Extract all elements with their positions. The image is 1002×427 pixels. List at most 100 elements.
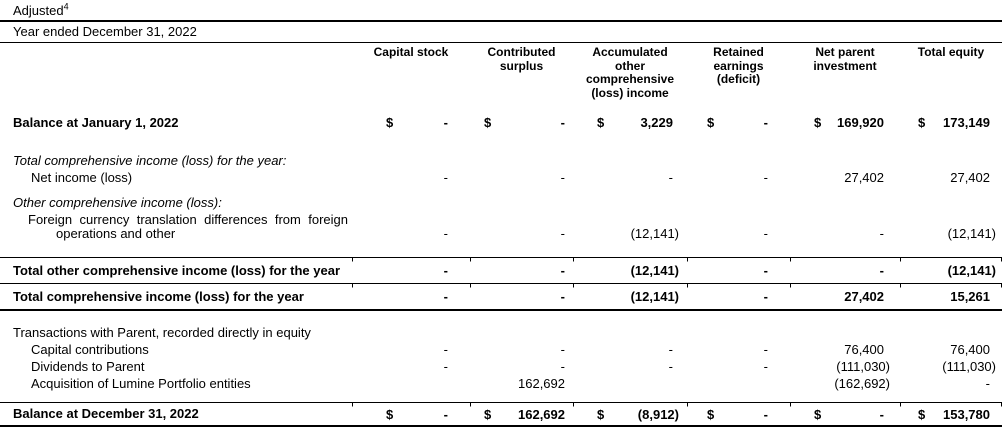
section-heading: Total comprehensive income (loss) for th…: [13, 153, 287, 168]
value-cell: -: [470, 341, 573, 358]
amount: -: [443, 263, 448, 278]
value-cell: [352, 375, 470, 392]
amount: -: [879, 406, 884, 422]
amount: -: [763, 342, 768, 357]
value-cell: -: [352, 257, 470, 284]
amount: -: [763, 263, 768, 278]
section-heading: Other comprehensive income (loss):: [13, 195, 222, 210]
row-label: Acquisition of Lumine Portfolio entities: [31, 376, 251, 391]
column-header-line: Total equity: [917, 45, 985, 59]
currency-symbol: $: [814, 115, 822, 130]
amount: -: [560, 359, 565, 374]
row-balance-jan1: Balance at January 1, 2022 $ - $ - $3,229 …: [0, 106, 1002, 134]
value-cell: 15,261: [900, 283, 1002, 311]
value-cell: $ (8,912): [573, 402, 687, 427]
row-label: Foreign currency translation differences…: [0, 211, 352, 243]
value-cell: -: [687, 211, 790, 243]
value-cell: -: [687, 358, 790, 375]
column-header-line: comprehensive: [585, 72, 675, 86]
value-cell: (12,141): [900, 257, 1002, 284]
section-heading: Transactions with Parent, recorded direc…: [13, 325, 311, 340]
row-total-comprehensive-heading: Total comprehensive income (loss) for th…: [0, 152, 1002, 169]
value-cell: 162,692: [470, 375, 573, 392]
changes-in-equity-table: Capital stock Contributed surplus Accumu…: [0, 43, 1002, 427]
currency-symbol: $: [707, 406, 715, 422]
spacer-row: [0, 186, 1002, 195]
value-cell: -: [573, 358, 687, 375]
value-cell: $ -: [470, 106, 573, 134]
currency-symbol: $: [386, 406, 394, 422]
amount: -: [763, 289, 768, 304]
amount: (12,141): [630, 263, 679, 278]
value-cell: -: [470, 169, 573, 186]
currency-symbol: $: [814, 406, 822, 422]
column-header-line: Contributed: [487, 45, 556, 59]
table-title-text: Adjusted: [13, 3, 64, 18]
column-header-line: Net parent: [815, 45, 875, 59]
value-cell: -: [687, 257, 790, 284]
value-cell: -: [352, 358, 470, 375]
value-cell: (162,692): [790, 375, 900, 392]
value-cell: -: [352, 341, 470, 358]
value-cell: (12,141): [573, 211, 687, 243]
currency-symbol: $: [386, 115, 394, 130]
amount: 27,402: [950, 170, 990, 185]
amount: -: [668, 170, 673, 185]
amount: -: [763, 406, 768, 422]
amount: -: [763, 226, 768, 241]
value-cell: -: [573, 169, 687, 186]
currency-symbol: $: [597, 406, 605, 422]
amount: -: [763, 115, 768, 130]
row-capital-contributions: Capital contributions - - - - 76,400 76,…: [0, 341, 1002, 358]
value-cell: $ -: [687, 402, 790, 427]
value-cell: -: [900, 375, 1002, 392]
column-header-line: (deficit): [716, 72, 761, 86]
amount: -: [560, 263, 565, 278]
value-cell: (12,141): [900, 211, 1002, 243]
amount: -: [763, 359, 768, 374]
table-title: Adjusted4: [0, 0, 1002, 22]
value-cell: $173,149: [900, 106, 1002, 134]
row-total-comprehensive: Total comprehensive income (loss) for th…: [0, 283, 1002, 311]
value-cell: $ -: [352, 402, 470, 427]
currency-symbol: $: [484, 115, 492, 130]
value-cell: (12,141): [573, 283, 687, 311]
value-cell: -: [687, 341, 790, 358]
spacer-row: [0, 243, 1002, 258]
value-cell: 76,400: [790, 341, 900, 358]
value-cell: [687, 375, 790, 392]
amount: 162,692: [518, 406, 565, 422]
spacer-row: [0, 310, 1002, 324]
amount: -: [879, 226, 884, 241]
column-header-line: (loss) income: [591, 85, 669, 100]
row-oci-heading: Other comprehensive income (loss):: [0, 195, 1002, 211]
value-cell: (111,030): [790, 358, 900, 375]
value-cell: -: [352, 211, 470, 243]
amount: 76,400: [844, 342, 884, 357]
amount: 15,261: [950, 289, 990, 304]
amount: 27,402: [844, 170, 884, 185]
row-label: Balance at January 1, 2022: [13, 115, 179, 130]
amount: -: [560, 226, 565, 241]
value-cell: 27,402: [790, 283, 900, 311]
column-header-line: surplus: [499, 58, 544, 73]
currency-symbol: $: [918, 406, 926, 422]
amount: 3,229: [640, 115, 673, 130]
row-label: Total comprehensive income (loss) for th…: [0, 283, 352, 311]
amount: -: [443, 170, 448, 185]
amount: (12,141): [630, 289, 679, 304]
period-caption: Year ended December 31, 2022: [0, 22, 1002, 43]
row-label-line: Foreign currency translation differences…: [28, 212, 348, 227]
value-cell: -: [687, 283, 790, 311]
value-cell: [573, 375, 687, 392]
value-cell: -: [687, 169, 790, 186]
row-label: Dividends to Parent: [31, 359, 145, 374]
value-cell: -: [352, 283, 470, 311]
value-cell: 76,400: [900, 341, 1002, 358]
value-cell: $ -: [687, 106, 790, 134]
amount: -: [560, 289, 565, 304]
amount: -: [443, 115, 448, 130]
value-cell: $ -: [790, 402, 900, 427]
amount: -: [443, 289, 448, 304]
spacer-row: [0, 134, 1002, 152]
